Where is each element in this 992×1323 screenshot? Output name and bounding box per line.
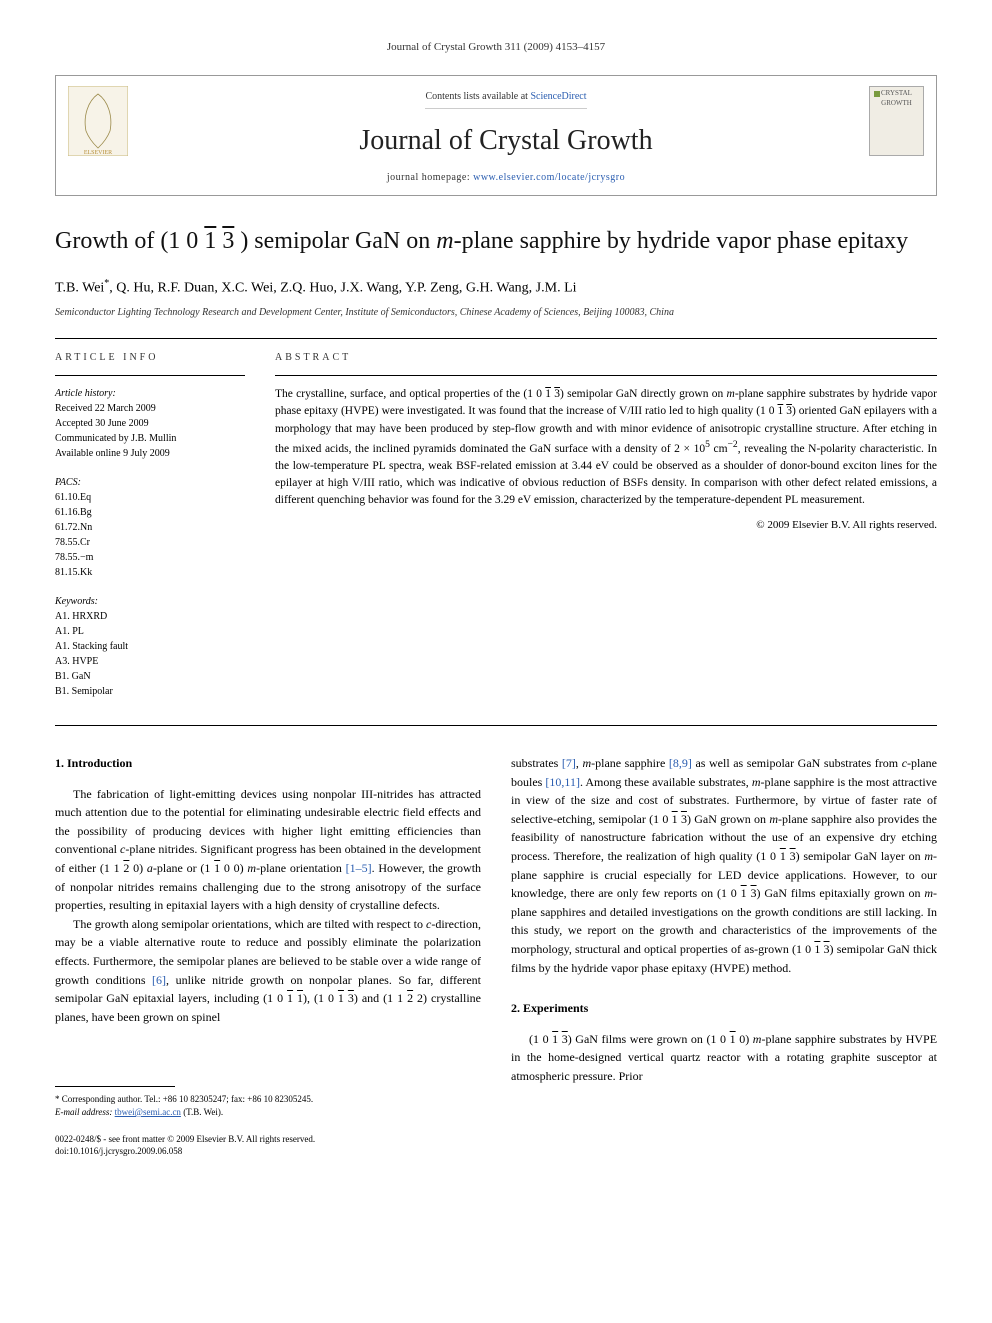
- footnote-rule: [55, 1086, 175, 1087]
- elsevier-logo: ELSEVIER: [68, 86, 128, 156]
- contents-available: Contents lists available at ScienceDirec…: [425, 90, 586, 109]
- article-info-label: article info: [55, 351, 245, 365]
- author-list: T.B. Wei*, Q. Hu, R.F. Duan, X.C. Wei, Z…: [55, 277, 937, 298]
- copyright-footer: 0022-0248/$ - see front matter © 2009 El…: [55, 1133, 481, 1158]
- abstract-text: The crystalline, surface, and optical pr…: [275, 386, 937, 510]
- history-accepted: Accepted 30 June 2009: [55, 416, 245, 431]
- left-column: 1. Introduction The fabrication of light…: [55, 754, 481, 1158]
- article-title: Growth of (1 0 1 3 ) semipolar GaN on m-…: [55, 226, 937, 257]
- footer-line1: 0022-0248/$ - see front matter © 2009 El…: [55, 1133, 481, 1146]
- contents-prefix: Contents lists available at: [425, 91, 530, 102]
- right-column: substrates [7], m-plane sapphire [8,9] a…: [511, 754, 937, 1158]
- footer-line2: doi:10.1016/j.jcrysgro.2009.06.058: [55, 1145, 481, 1158]
- cover-label: CRYSTAL GROWTH: [881, 89, 912, 107]
- homepage-link[interactable]: www.elsevier.com/locate/jcrysgro: [473, 172, 625, 183]
- corresponding-author-footnote: * Corresponding author. Tel.: +86 10 823…: [55, 1093, 481, 1118]
- affiliation: Semiconductor Lighting Technology Resear…: [55, 306, 937, 320]
- abstract-label: abstract: [275, 351, 937, 365]
- history-online: Available online 9 July 2009: [55, 446, 245, 461]
- history-received: Received 22 March 2009: [55, 401, 245, 416]
- history-communicated: Communicated by J.B. Mullin: [55, 431, 245, 446]
- intro-heading: 1. Introduction: [55, 754, 481, 773]
- article-history: Article history: Received 22 March 2009 …: [55, 386, 245, 461]
- keyword-item: A1. PL: [55, 624, 245, 639]
- pacs-item: 81.15.Kk: [55, 565, 245, 580]
- body-columns: 1. Introduction The fabrication of light…: [55, 754, 937, 1158]
- keyword-item: A1. HRXRD: [55, 609, 245, 624]
- pacs-item: 61.16.Bg: [55, 505, 245, 520]
- history-label: Article history:: [55, 386, 245, 401]
- intro-p3: substrates [7], m-plane sapphire [8,9] a…: [511, 754, 937, 977]
- pacs-item: 61.10.Eq: [55, 490, 245, 505]
- journal-masthead: ELSEVIER Contents lists available at Sci…: [55, 75, 937, 195]
- experiments-heading: 2. Experiments: [511, 999, 937, 1018]
- running-head: Journal of Crystal Growth 311 (2009) 415…: [55, 40, 937, 55]
- homepage-prefix: journal homepage:: [387, 172, 473, 183]
- mid-rule: [55, 725, 937, 726]
- ref-link[interactable]: [10,11]: [545, 775, 580, 789]
- keywords-label: Keywords:: [55, 594, 245, 609]
- pacs-label: PACS:: [55, 475, 245, 490]
- footnote-email-link[interactable]: tbwei@semi.ac.cn: [115, 1107, 181, 1117]
- sciencedirect-link[interactable]: ScienceDirect: [530, 91, 586, 102]
- ref-link[interactable]: [7]: [562, 756, 576, 770]
- pacs-item: 78.55.Cr: [55, 535, 245, 550]
- ref-link[interactable]: [8,9]: [669, 756, 692, 770]
- journal-name: Journal of Crystal Growth: [143, 121, 869, 160]
- footnote-email-suffix: (T.B. Wei).: [181, 1107, 223, 1117]
- keyword-item: A1. Stacking fault: [55, 639, 245, 654]
- journal-homepage: journal homepage: www.elsevier.com/locat…: [143, 171, 869, 185]
- intro-p2: The growth along semipolar orientations,…: [55, 915, 481, 1027]
- top-rule: [55, 338, 937, 339]
- experiments-p1: (1 0 1 3) GaN films were grown on (1 0 1…: [511, 1030, 937, 1086]
- ref-link[interactable]: [6]: [152, 973, 166, 987]
- keywords-block: Keywords: A1. HRXRD A1. PL A1. Stacking …: [55, 594, 245, 699]
- ref-link[interactable]: [1–5]: [346, 861, 372, 875]
- keyword-item: B1. GaN: [55, 669, 245, 684]
- intro-p1: The fabrication of light-emitting device…: [55, 785, 481, 915]
- pacs-item: 78.55.−m: [55, 550, 245, 565]
- article-info-column: article info Article history: Received 2…: [55, 351, 245, 713]
- svg-text:ELSEVIER: ELSEVIER: [84, 150, 112, 156]
- keyword-item: B1. Semipolar: [55, 684, 245, 699]
- journal-cover-thumb: CRYSTAL GROWTH: [869, 86, 924, 156]
- footnote-corresponding: * Corresponding author. Tel.: +86 10 823…: [55, 1093, 481, 1106]
- keyword-item: A3. HVPE: [55, 654, 245, 669]
- pacs-item: 61.72.Nn: [55, 520, 245, 535]
- footnote-email-label: E-mail address:: [55, 1107, 115, 1117]
- pacs-block: PACS: 61.10.Eq 61.16.Bg 61.72.Nn 78.55.C…: [55, 475, 245, 580]
- abstract-copyright: © 2009 Elsevier B.V. All rights reserved…: [275, 518, 937, 533]
- abstract-column: abstract The crystalline, surface, and o…: [275, 351, 937, 713]
